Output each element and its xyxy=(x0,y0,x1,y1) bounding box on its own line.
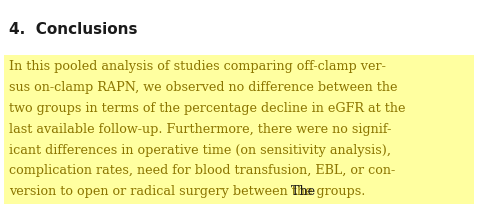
Text: version to open or radical surgery between the groups.: version to open or radical surgery betwe… xyxy=(9,185,365,198)
Text: 4.  Conclusions: 4. Conclusions xyxy=(9,22,137,37)
FancyBboxPatch shape xyxy=(4,55,474,204)
Text: two groups in terms of the percentage decline in eGFR at the: two groups in terms of the percentage de… xyxy=(9,102,405,115)
Text: sus on-clamp RAPN, we observed no difference between the: sus on-clamp RAPN, we observed no differ… xyxy=(9,81,397,94)
Text: The: The xyxy=(287,185,315,198)
Text: complication rates, need for blood transfusion, EBL, or con-: complication rates, need for blood trans… xyxy=(9,164,395,177)
Text: In this pooled analysis of studies comparing off-clamp ver-: In this pooled analysis of studies compa… xyxy=(9,60,386,73)
Text: icant differences in operative time (on sensitivity analysis),: icant differences in operative time (on … xyxy=(9,144,390,156)
Text: last available follow-up. Furthermore, there were no signif-: last available follow-up. Furthermore, t… xyxy=(9,123,391,136)
